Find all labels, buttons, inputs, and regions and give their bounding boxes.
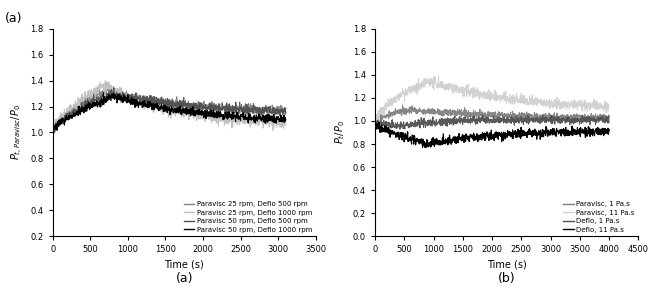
Y-axis label: $P_t/P_0$: $P_t/P_0$ (334, 120, 347, 145)
Text: (b): (b) (498, 272, 515, 285)
X-axis label: Time (s): Time (s) (487, 260, 526, 270)
Text: (a): (a) (176, 272, 193, 285)
X-axis label: Time (s): Time (s) (164, 260, 204, 270)
Y-axis label: $P_{t, Paravisc}/P_0$: $P_{t, Paravisc}/P_0$ (10, 105, 25, 160)
Legend: Paravisc, 1 Pa.s, Paravisc, 11 Pa.s, Deflo, 1 Pa.s, Deflo, 11 Pa.s: Paravisc, 1 Pa.s, Paravisc, 11 Pa.s, Def… (563, 201, 635, 233)
Text: (a): (a) (5, 12, 23, 25)
Legend: Paravisc 25 rpm, Deflo 500 rpm, Paravisc 25 rpm, Deflo 1000 rpm, Paravisc 50 rpm: Paravisc 25 rpm, Deflo 500 rpm, Paravisc… (184, 201, 313, 233)
